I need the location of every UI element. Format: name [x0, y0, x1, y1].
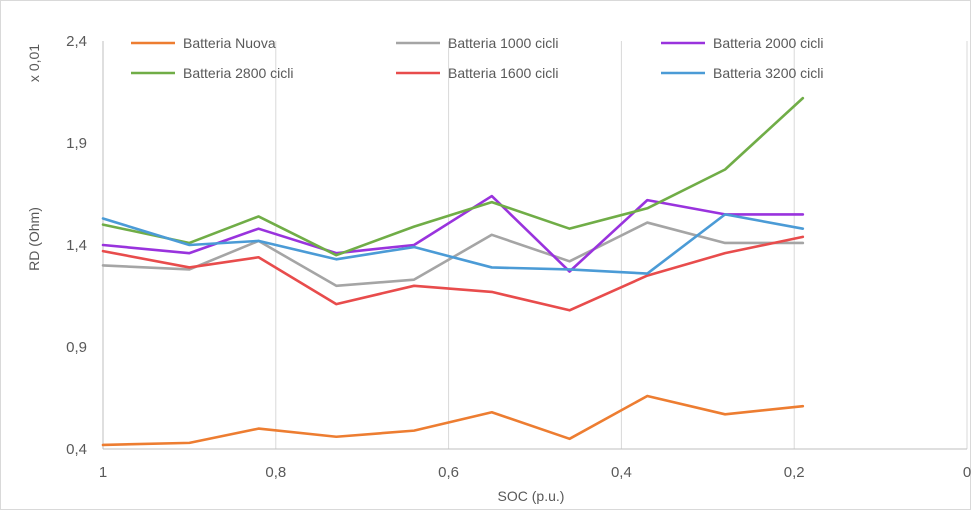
x-tick-label: 0,2: [784, 464, 805, 481]
x-tick-label: 1: [99, 464, 107, 481]
series-line-batteria-3200-cicli: [101, 213, 805, 275]
series-line-batteria-1600-cicli: [101, 235, 805, 312]
series-line-batteria-nuova: [101, 394, 805, 447]
x-tick-label: 0: [963, 464, 971, 481]
legend: Batteria Nuova Batteria 1000 cicli Batteri…: [131, 35, 824, 81]
series-line-batteria-1000-cicli: [101, 221, 805, 288]
legend-label-batteria-1000-cicli: Batteria 1000 cicli: [448, 35, 559, 51]
y-axis-multiplier: x 0,01: [26, 44, 42, 82]
y-tick-label: 1,4: [66, 237, 87, 254]
x-tick-labels: 1 0,8 0,6 0,4 0,2 0: [99, 464, 971, 481]
x-tick-label: 0,8: [265, 464, 286, 481]
x-axis-title: SOC (p.u.): [498, 488, 565, 504]
legend-label-batteria-3200-cicli: Batteria 3200 cicli: [713, 65, 824, 81]
y-tick-labels: 0,4 0,9 1,4 1,9 2,4: [66, 33, 87, 458]
legend-label-batteria-nuova: Batteria Nuova: [183, 35, 276, 51]
x-tick-label: 0,4: [611, 464, 632, 481]
y-tick-label: 0,9: [66, 339, 87, 356]
y-tick-label: 2,4: [66, 33, 87, 50]
legend-label-batteria-2800-cicli: Batteria 2800 cicli: [183, 65, 294, 81]
series-line-batteria-2000-cicli: [101, 194, 805, 273]
y-tick-label: 0,4: [66, 441, 87, 458]
x-tick-label: 0,6: [438, 464, 459, 481]
legend-label-batteria-2000-cicli: Batteria 2000 cicli: [713, 35, 824, 51]
series-line-batteria-2800-cicli: [101, 96, 805, 257]
legend-label-batteria-1600-cicli: Batteria 1600 cicli: [448, 65, 559, 81]
y-axis-title: RD (Ohm): [26, 207, 42, 271]
series-lines: [101, 96, 805, 447]
axes: [102, 41, 967, 450]
grid-lines: [275, 41, 968, 449]
y-tick-label: 1,9: [66, 135, 87, 152]
